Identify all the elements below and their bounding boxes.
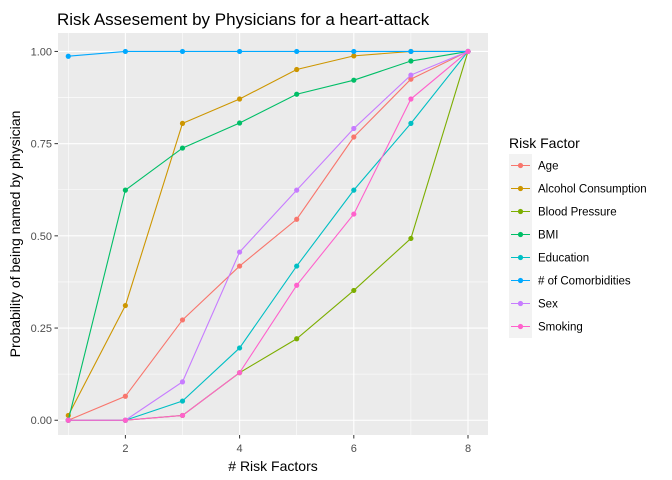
legend-key-point [517,185,524,192]
legend-item: Education [509,246,589,269]
legend-item: Sex [509,292,558,315]
x-tick-label: 6 [351,443,357,455]
legend-key-point [517,277,524,284]
chart-title: Risk Assesement by Physicians for a hear… [57,10,430,29]
data-point [294,336,300,342]
data-point [236,120,243,126]
data-point [294,48,300,55]
data-point [351,187,357,193]
series-group [65,48,471,423]
data-point [294,187,300,193]
data-point [122,48,128,55]
legend-key-point [517,231,524,238]
data-point [236,263,243,269]
data-point [294,282,300,288]
data-point [294,66,300,73]
series-line [67,50,469,421]
legend-key-point [517,208,524,215]
legend-label: # of Comorbidities [538,276,631,288]
legend: Risk Factor Age Alcohol Consumption Blood … [509,135,647,338]
data-point [179,120,186,126]
series-line [68,51,469,421]
legend-label: Age [538,161,558,173]
data-point [408,96,414,102]
data-point [122,417,128,423]
data-point [122,302,128,309]
legend-item: Blood Pressure [509,200,617,223]
data-point [351,211,357,217]
data-point [351,287,357,294]
data-point [351,77,357,83]
data-point [179,398,186,404]
data-point [351,125,357,132]
legend-label: Smoking [538,322,583,334]
data-point [122,393,128,399]
legend-key-point [517,254,524,261]
data-point [179,379,186,385]
legend-item: Alcohol Consumption [509,177,647,200]
data-point [236,370,243,376]
data-point [294,263,300,269]
data-point [408,120,414,126]
data-point [179,412,186,419]
x-axis-title: # Risk Factors [228,458,317,474]
data-point [408,72,414,78]
data-point [408,58,414,64]
legend-item: Age [509,154,558,177]
data-point [236,249,243,255]
x-tick-label: 8 [465,443,471,455]
series-group [65,48,471,59]
data-point [408,76,414,82]
data-point [351,48,357,55]
data-point [236,96,243,102]
data-point [351,53,357,59]
data-point [236,48,243,55]
legend-label: Blood Pressure [538,207,617,219]
data-point [65,53,71,59]
legend-key-point [517,323,524,330]
data-point [465,48,471,55]
series-line [68,50,469,421]
data-point [294,91,300,97]
data-point [236,345,243,351]
x-tick-label: 2 [122,443,128,455]
series-layer [65,48,471,423]
series-line [68,51,469,421]
legend-item: BMI [509,223,558,246]
legend-label: Sex [538,299,558,311]
x-tick-label: 4 [237,443,243,455]
legend-label: Education [538,253,589,265]
data-point [408,235,414,242]
axis-ticks: 2 4 6 8 0.00 0.25 0.50 0.75 1.00 [31,46,471,455]
data-point [179,48,186,55]
series-line [68,50,469,421]
plot-panel [58,33,488,435]
data-point [179,145,186,151]
data-point [122,187,128,193]
y-tick-label: 0.00 [31,415,52,427]
data-point [179,317,186,323]
data-point [294,216,300,222]
legend-key-point [517,300,524,307]
legend-item: # of Comorbidities [509,269,631,292]
y-tick-label: 0.75 [31,139,52,151]
series-line [68,50,469,57]
series-line [67,50,469,416]
y-tick-label: 1.00 [31,46,52,58]
legend-item: Smoking [509,315,583,338]
legend-title: Risk Factor [509,135,580,151]
y-axis-title: Probability of being named by physician [7,111,23,358]
y-tick-label: 0.50 [31,231,52,243]
legend-label: Alcohol Consumption [538,184,647,196]
legend-key-point [517,162,524,169]
data-point [408,48,414,55]
y-tick-label: 0.25 [31,323,52,335]
legend-label: BMI [538,230,558,242]
data-point [351,134,357,140]
data-point [65,417,71,423]
